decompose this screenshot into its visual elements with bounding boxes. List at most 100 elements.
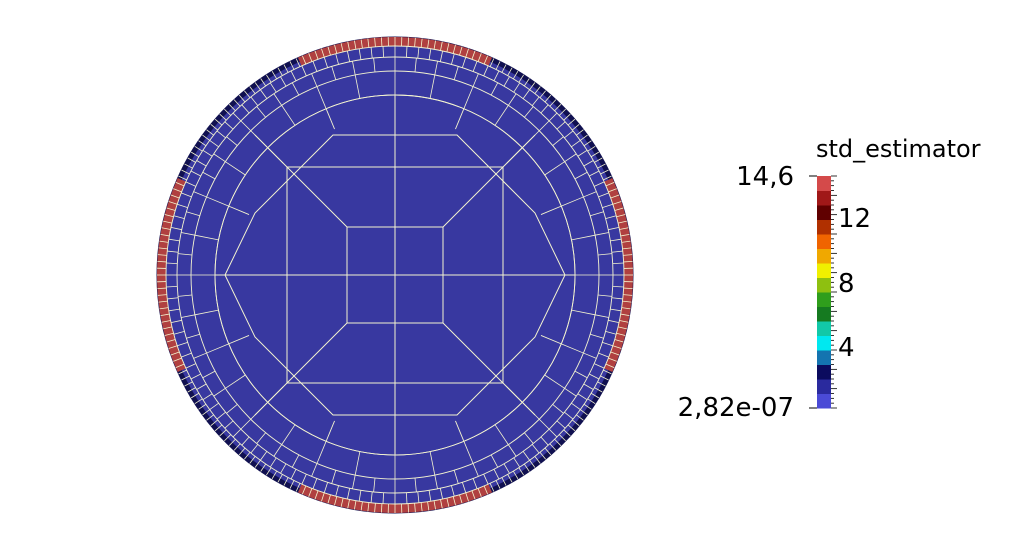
mesh-edge xyxy=(620,234,630,237)
mesh-edge xyxy=(331,470,337,484)
mesh-edge xyxy=(323,57,329,68)
mesh-edge xyxy=(623,254,633,256)
mesh-edge xyxy=(564,388,577,397)
mesh-edge xyxy=(433,500,436,510)
color-legend-swatch xyxy=(817,335,831,351)
mesh-edge xyxy=(483,65,489,77)
mesh-edge xyxy=(373,477,376,492)
mesh-edge xyxy=(463,86,474,109)
mesh-edge xyxy=(544,374,565,389)
mesh-edge xyxy=(327,46,331,56)
mesh-edge xyxy=(577,393,588,401)
mesh-high-value-edge xyxy=(157,177,186,373)
mesh-edge xyxy=(194,309,219,316)
mesh-edge xyxy=(501,477,507,486)
mesh-edge xyxy=(265,74,272,83)
mesh-edge xyxy=(181,352,192,358)
mesh-edge xyxy=(254,460,261,468)
color-legend-swatch xyxy=(817,248,831,264)
color-legend: std_estimator 14,6 12 8 4 2,82e-07 xyxy=(678,135,1010,425)
mesh-edge xyxy=(420,502,423,512)
color-legend-min-label: 2,82e-07 xyxy=(677,393,794,423)
color-legend-tick-label: 8 xyxy=(838,269,855,299)
mesh-edge xyxy=(358,48,362,60)
mesh-edge xyxy=(244,452,251,460)
mesh-edge xyxy=(524,106,534,118)
mesh-edge xyxy=(561,196,584,207)
mesh-edge xyxy=(580,134,588,141)
mesh-edge xyxy=(529,460,536,468)
mesh-edge xyxy=(260,89,268,99)
mesh-edge xyxy=(228,205,250,215)
mesh-edge xyxy=(374,37,376,47)
mesh-edge xyxy=(548,428,558,438)
mesh-edge xyxy=(477,488,482,497)
mesh-edge xyxy=(610,194,620,199)
color-legend-tick-label: 12 xyxy=(838,204,872,234)
mesh-edge xyxy=(347,499,350,509)
mesh-edge xyxy=(340,43,344,53)
mesh-edge xyxy=(428,48,432,60)
mesh-edge xyxy=(181,375,190,381)
mesh-edge xyxy=(241,104,250,114)
mesh-edge xyxy=(286,166,348,228)
mesh-edge xyxy=(572,419,580,426)
mesh-edge xyxy=(610,351,620,356)
mesh-edge xyxy=(414,37,416,47)
mesh-edge xyxy=(196,160,207,167)
mesh-edge xyxy=(561,343,584,354)
mesh-edge xyxy=(590,211,604,217)
mesh-edge xyxy=(291,82,300,96)
mesh-edge xyxy=(540,436,549,446)
color-legend-swatch xyxy=(817,350,831,365)
mesh-edge xyxy=(589,373,600,380)
mesh-edge xyxy=(494,424,509,445)
mesh-edge xyxy=(240,120,252,132)
mesh-edge xyxy=(193,352,207,359)
mesh-edge xyxy=(370,47,373,59)
mesh-edge xyxy=(354,500,357,510)
mesh-edge xyxy=(290,469,297,480)
mesh-edge xyxy=(157,287,167,289)
mesh-edge xyxy=(501,64,507,73)
mesh-edge xyxy=(219,429,227,437)
mesh-edge xyxy=(563,429,571,437)
mesh-edge xyxy=(564,130,574,139)
mesh-edge xyxy=(440,499,443,509)
mesh-edge xyxy=(346,50,351,62)
mesh-edge xyxy=(256,106,266,118)
color-legend-swatch xyxy=(817,292,831,307)
mesh-edge xyxy=(429,451,436,476)
mesh-edge xyxy=(206,129,214,136)
mesh-edge xyxy=(352,475,356,489)
mesh-edge xyxy=(382,46,384,58)
mesh-edge xyxy=(250,96,259,106)
mesh-edge xyxy=(187,387,196,393)
mesh-edge xyxy=(202,134,210,141)
mesh-edge xyxy=(602,341,613,347)
mesh-edge xyxy=(170,226,182,231)
mesh-edge xyxy=(161,227,171,230)
mesh-edge xyxy=(346,488,351,500)
mesh-edge xyxy=(158,300,168,303)
mesh-edge xyxy=(611,250,623,253)
mesh-edge xyxy=(273,444,282,457)
mesh-edge xyxy=(289,61,295,70)
mesh-edge xyxy=(558,108,566,116)
mesh-edge xyxy=(163,220,173,224)
mesh-edge xyxy=(506,147,523,164)
mesh-edge xyxy=(327,494,331,504)
mesh-edge xyxy=(544,161,565,176)
mesh-edge xyxy=(280,463,287,474)
mesh-edge xyxy=(617,326,627,330)
mesh-edge xyxy=(164,332,174,336)
mesh-edge xyxy=(564,153,577,162)
mesh-edge xyxy=(295,58,301,67)
mesh-edge xyxy=(544,447,552,456)
mesh-edge xyxy=(439,50,444,62)
mesh-edge xyxy=(321,492,325,502)
mesh-edge xyxy=(232,428,242,438)
mesh-edge xyxy=(325,420,335,442)
mesh-edge xyxy=(439,488,444,500)
